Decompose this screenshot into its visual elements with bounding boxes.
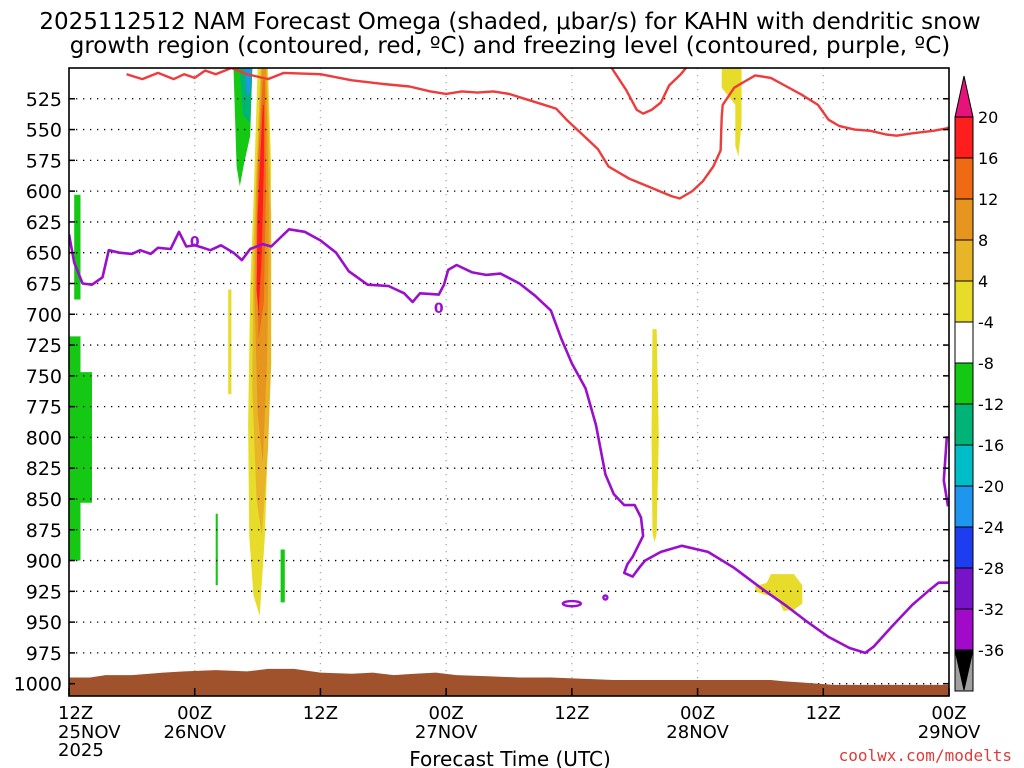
y-tick-label: 775 (26, 397, 62, 419)
y-tick-label: 725 (26, 335, 62, 357)
omega-region-1 (69, 336, 81, 561)
plot-background (69, 68, 949, 696)
colorbar-swatch (954, 362, 974, 405)
y-tick-label: 550 (26, 120, 62, 142)
y-tick-label: 975 (26, 643, 62, 665)
x-tick-time: 00Z (931, 703, 966, 724)
colorbar-swatch (954, 280, 974, 323)
omega-shading (69, 68, 803, 616)
contour-label: 0 (190, 234, 200, 250)
y-tick-label: 875 (26, 520, 62, 542)
omega-region-2 (80, 372, 92, 503)
colorbar-label: -16 (978, 436, 1004, 455)
colorbar-label: -20 (978, 477, 1004, 496)
x-tick-time: 00Z (680, 703, 715, 724)
dgz-contour-upper (126, 68, 949, 200)
dgz-contour-lower (610, 68, 687, 115)
x-tick-time: 12Z (58, 703, 93, 724)
x-tick-time: 00Z (177, 703, 212, 724)
omega-region-0 (74, 194, 81, 300)
terrain-fill (69, 668, 949, 696)
y-tick-label: 600 (26, 181, 62, 203)
colorbar-label: -4 (978, 313, 994, 332)
colorbar-swatch (954, 444, 974, 487)
y-tick-label: 525 (26, 89, 62, 111)
y-tick-label: 625 (26, 212, 62, 234)
colorbar-top-arrow (954, 75, 974, 118)
y-tick-label: 700 (26, 304, 62, 326)
colorbar-swatch (954, 116, 974, 159)
colorbar-swatch (954, 239, 974, 282)
colorbar: 20 16 12 8 4 -4 -8 -12 -16 -20 -24 -28 -32 -36 (954, 75, 1004, 692)
colorbar-label: 4 (978, 272, 988, 291)
colorbar-swatch (954, 526, 974, 569)
colorbar-label: -32 (978, 600, 1004, 619)
y-tick-label: 850 (26, 489, 62, 511)
y-tick-label: 825 (26, 458, 62, 480)
colorbar-label: -36 (978, 641, 1004, 660)
y-tick-label: 900 (26, 551, 62, 573)
colorbar-label: 12 (978, 190, 998, 209)
y-tick-label: 925 (26, 581, 62, 603)
x-tick-date: 26NOV (163, 722, 226, 743)
x-tick-year: 2025 (58, 740, 104, 761)
omega-region-13 (256, 104, 264, 315)
terrain (69, 668, 949, 696)
colorbar-swatch (954, 403, 974, 446)
omega-region-16 (755, 574, 803, 611)
x-tick-date: 29NOV (918, 722, 981, 743)
y-tick-label: 575 (26, 150, 62, 172)
colorbar-swatch (954, 485, 974, 528)
freezing-level-loop (561, 599, 583, 608)
x-axis-label: Forecast Time (UTC) (409, 747, 611, 768)
y-tick-label: 675 (26, 273, 62, 295)
y-tick-label: 800 (26, 427, 62, 449)
x-tick-date: 27NOV (415, 722, 478, 743)
omega-region-9 (228, 289, 232, 395)
colorbar-swatch (954, 198, 974, 241)
colorbar-label: 8 (978, 231, 988, 250)
chart-title-line2: growth region (contoured, red, ºC) and f… (70, 33, 951, 59)
watermark: coolwx.com/modelts (839, 746, 1012, 765)
colorbar-label: -12 (978, 395, 1004, 414)
y-tick-label: 1000 (14, 674, 62, 696)
omega-region-3 (215, 513, 218, 586)
omega-region-4 (280, 549, 285, 603)
colorbar-bottom-arrow (954, 649, 974, 691)
x-tick-date: 28NOV (666, 722, 729, 743)
contour-label: 0 (434, 301, 444, 317)
plot-frame (68, 67, 950, 697)
y-tick-label: 950 (26, 612, 62, 634)
x-tick-time: 12Z (303, 703, 338, 724)
contours: 00 (69, 68, 949, 655)
colorbar-label: -28 (978, 559, 1004, 578)
x-tick-time: 00Z (429, 703, 464, 724)
colorbar-swatch (954, 321, 974, 364)
colorbar-swatch (954, 157, 974, 200)
y-tick-label: 650 (26, 243, 62, 265)
colorbar-swatch (954, 567, 974, 610)
freezing-level-edge (942, 436, 949, 507)
chart-title-line1: 2025112512 NAM Forecast Omega (shaded, μ… (39, 9, 980, 35)
colorbar-swatch (954, 608, 974, 651)
colorbar-label: -8 (978, 354, 994, 373)
y-axis: 525 550 575 600 625 650 675 700 725 750 775 800 825 8… (14, 89, 949, 696)
freezing-level-loop (602, 594, 609, 601)
y-tick-label: 750 (26, 366, 62, 388)
freezing-level-contour (69, 228, 949, 655)
x-tick-time: 12Z (806, 703, 841, 724)
colorbar-label: 20 (978, 108, 998, 127)
x-tick-date: 25NOV (58, 722, 121, 743)
x-tick-time: 12Z (554, 703, 589, 724)
colorbar-label: -24 (978, 518, 1004, 537)
plot-area: 00 (69, 68, 949, 696)
omega-region-14 (651, 329, 659, 543)
colorbar-label: 16 (978, 149, 998, 168)
omega-region-15 (721, 68, 742, 157)
